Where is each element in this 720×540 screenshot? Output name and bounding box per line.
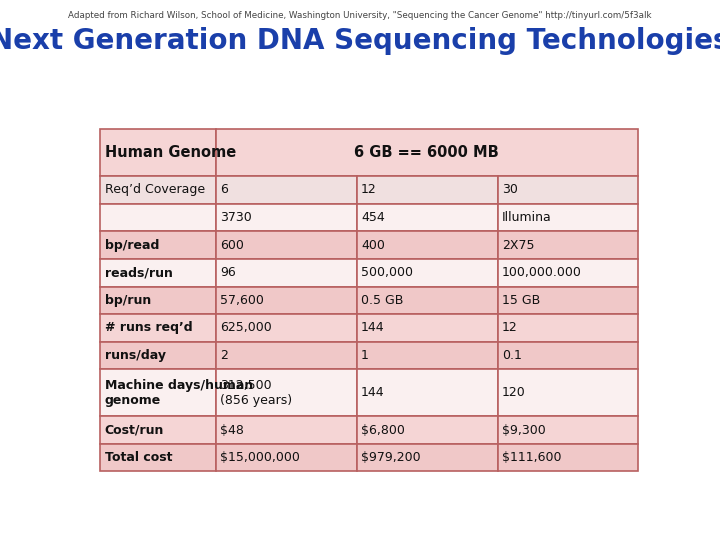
Text: Next Generation DNA Sequencing Technologies: Next Generation DNA Sequencing Technolog… — [0, 27, 720, 55]
Text: 312,500
(856 years): 312,500 (856 years) — [220, 379, 292, 407]
Bar — [216, 259, 356, 287]
Text: 30: 30 — [502, 184, 518, 197]
Text: bp/read: bp/read — [104, 239, 159, 252]
Bar — [498, 176, 638, 204]
Bar — [498, 231, 638, 259]
Text: $48: $48 — [220, 423, 244, 436]
Bar — [216, 444, 356, 471]
Bar — [216, 176, 356, 204]
Text: 3730: 3730 — [220, 211, 252, 224]
Bar — [498, 444, 638, 471]
Text: 12: 12 — [361, 184, 377, 197]
Text: 2X75: 2X75 — [502, 239, 534, 252]
Bar — [498, 259, 638, 287]
Bar — [356, 444, 498, 471]
Text: $6,800: $6,800 — [361, 423, 405, 436]
Text: 2: 2 — [220, 349, 228, 362]
Text: 0.1: 0.1 — [502, 349, 522, 362]
Bar — [216, 369, 356, 416]
Bar — [356, 204, 498, 231]
Bar — [356, 342, 498, 369]
Text: reads/run: reads/run — [104, 266, 172, 279]
Text: 15 GB: 15 GB — [502, 294, 540, 307]
Text: Cost/run: Cost/run — [104, 423, 164, 436]
Text: 57,600: 57,600 — [220, 294, 264, 307]
Bar — [356, 176, 498, 204]
Bar — [100, 342, 216, 369]
Bar — [100, 129, 216, 176]
Text: 100,000.000: 100,000.000 — [502, 266, 582, 279]
Bar — [100, 314, 216, 342]
Bar — [498, 314, 638, 342]
Bar — [356, 369, 498, 416]
Text: Adapted from Richard Wilson, School of Medicine, Washington University, "Sequenc: Adapted from Richard Wilson, School of M… — [68, 11, 652, 20]
Text: 96: 96 — [220, 266, 236, 279]
Bar — [100, 444, 216, 471]
Bar — [100, 369, 216, 416]
Bar — [498, 342, 638, 369]
Bar — [100, 287, 216, 314]
Bar — [216, 204, 356, 231]
Text: runs/day: runs/day — [104, 349, 166, 362]
Text: 400: 400 — [361, 239, 385, 252]
Text: bp/run: bp/run — [104, 294, 150, 307]
Bar — [216, 129, 638, 176]
Bar — [356, 259, 498, 287]
Bar — [216, 231, 356, 259]
Text: 500,000: 500,000 — [361, 266, 413, 279]
Text: Illumina: Illumina — [502, 211, 552, 224]
Text: $9,300: $9,300 — [502, 423, 546, 436]
Bar — [356, 314, 498, 342]
Bar — [100, 259, 216, 287]
Bar — [100, 176, 216, 204]
Text: 0.5 GB: 0.5 GB — [361, 294, 403, 307]
Text: $15,000,000: $15,000,000 — [220, 451, 300, 464]
Text: 1: 1 — [361, 349, 369, 362]
Bar — [216, 416, 356, 444]
Bar — [100, 416, 216, 444]
Text: 12: 12 — [502, 321, 518, 334]
Text: 600: 600 — [220, 239, 244, 252]
Text: Machine days/human
genome: Machine days/human genome — [104, 379, 253, 407]
Bar — [356, 231, 498, 259]
Text: Total cost: Total cost — [104, 451, 172, 464]
Bar — [100, 231, 216, 259]
Bar — [100, 204, 216, 231]
Bar — [498, 204, 638, 231]
Bar — [498, 369, 638, 416]
Text: $979,200: $979,200 — [361, 451, 420, 464]
Bar — [216, 342, 356, 369]
Text: # runs req’d: # runs req’d — [104, 321, 192, 334]
Bar — [356, 287, 498, 314]
Bar — [216, 314, 356, 342]
Text: 454: 454 — [361, 211, 385, 224]
Text: Human Genome: Human Genome — [104, 145, 235, 160]
Bar — [356, 416, 498, 444]
Bar — [216, 287, 356, 314]
Text: Req’d Coverage: Req’d Coverage — [104, 184, 204, 197]
Text: 6: 6 — [220, 184, 228, 197]
Text: 625,000: 625,000 — [220, 321, 272, 334]
Text: $111,600: $111,600 — [502, 451, 562, 464]
Text: 144: 144 — [361, 321, 384, 334]
Text: 120: 120 — [502, 386, 526, 399]
Bar — [498, 416, 638, 444]
Text: 144: 144 — [361, 386, 384, 399]
Text: 6 GB == 6000 MB: 6 GB == 6000 MB — [354, 145, 499, 160]
Bar — [498, 287, 638, 314]
